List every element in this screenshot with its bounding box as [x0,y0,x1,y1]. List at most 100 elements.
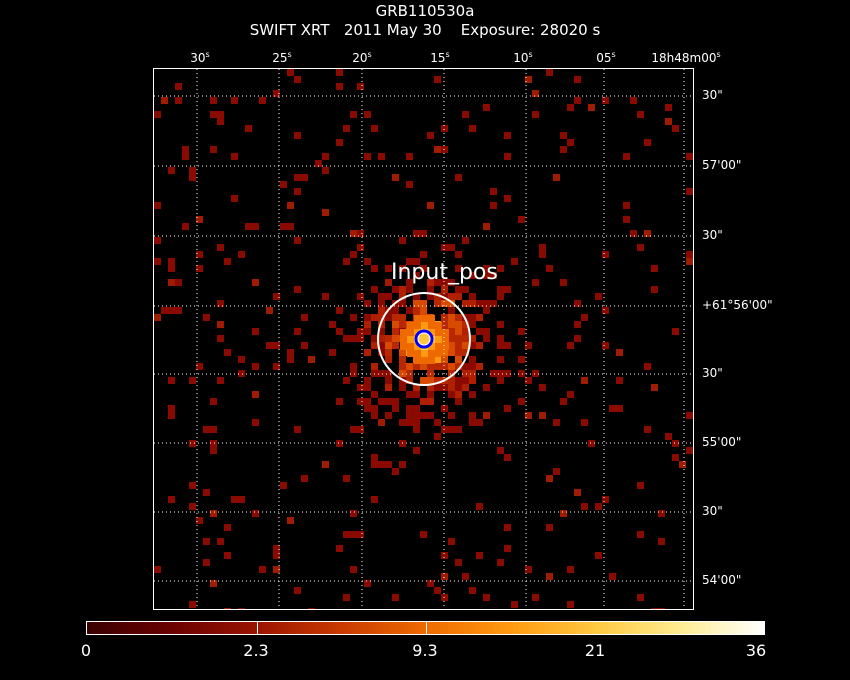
photon-pixel [441,279,448,286]
photon-pixel [287,517,294,524]
photon-pixel [259,97,266,104]
photon-pixel [168,405,175,412]
photon-pixel [378,328,385,335]
photon-pixel [637,244,644,251]
photon-pixel [287,356,294,363]
photon-pixel [448,335,455,342]
photon-pixel [371,335,378,342]
photon-pixel [455,328,462,335]
photon-pixel [378,461,385,468]
photon-pixel [413,391,420,398]
photon-pixel [406,181,413,188]
photon-pixel [378,370,385,377]
photon-pixel [665,433,672,440]
photon-pixel [322,209,329,216]
photon-pixel [504,524,511,531]
photon-pixel [364,321,371,328]
photon-pixel [210,447,217,454]
photon-pixel [371,391,378,398]
photon-pixel [455,321,462,328]
photon-pixel [448,342,455,349]
photon-pixel [421,336,428,343]
photon-pixel [154,237,161,244]
photon-pixel [168,496,175,503]
photon-pixel [441,349,448,356]
photon-pixel [343,258,350,265]
source-label: Input_pos [391,260,498,285]
photon-pixel [497,559,504,566]
photon-pixel [294,76,301,83]
photon-pixel [651,265,658,272]
photon-pixel [616,349,623,356]
photon-pixel [455,174,462,181]
image-subtitle: SWIFT XRT 2011 May 30 Exposure: 28020 s [249,21,601,39]
photon-pixel [518,398,525,405]
photon-pixel [448,370,455,377]
photon-pixel [469,370,476,377]
photon-pixel [399,286,406,293]
photon-pixel [434,356,441,363]
photon-pixel [609,405,616,412]
photon-pixel [413,426,420,433]
photon-pixel [252,363,259,370]
ra-tick-label: 15s [430,50,450,65]
photon-pixel [217,111,224,118]
photon-pixel [414,343,421,350]
photon-pixel [259,566,266,573]
photon-pixel [469,300,476,307]
photon-pixel [602,251,609,258]
photon-pixel [378,293,385,300]
photon-pixel [462,328,469,335]
photon-pixel [371,342,378,349]
photon-pixel [434,146,441,153]
photon-pixel [427,202,434,209]
image-title: GRB110530a [375,2,475,20]
photon-pixel [399,349,406,356]
photon-pixel [658,608,665,609]
photon-pixel [399,300,406,307]
photon-pixel [455,363,462,370]
photon-pixel [539,244,546,251]
photon-pixel [392,307,399,314]
photon-pixel [266,342,273,349]
photon-pixel [189,167,196,174]
photon-pixel [434,377,441,384]
photon-pixel [595,552,602,559]
photon-pixel [546,524,553,531]
photon-pixel [455,265,462,272]
photon-pixel [448,363,455,370]
photon-pixel [266,307,273,314]
photon-pixel [203,426,210,433]
photon-pixel [189,503,196,510]
photon-pixel [504,286,511,293]
photon-pixel [644,139,651,146]
colorbar [86,621,765,635]
photon-pixel [301,174,308,181]
photon-pixel [175,83,182,90]
photon-pixel [385,377,392,384]
photon-pixel [462,300,469,307]
photon-pixel [476,363,483,370]
photon-pixel [224,524,231,531]
photon-pixel [637,111,644,118]
photon-pixel [686,447,693,454]
photon-pixel [406,391,413,398]
photon-pixel [455,384,462,391]
photon-pixel [462,349,469,356]
photon-pixel [448,349,455,356]
photon-pixel [399,293,406,300]
photon-pixel [294,286,301,293]
photon-pixel [217,118,224,125]
photon-pixel [168,412,175,419]
photon-pixel [392,314,399,321]
photon-pixel [469,587,476,594]
photon-pixel [364,111,371,118]
photon-pixel [469,314,476,321]
photon-pixel [469,356,476,363]
colorbar-label: 2.3 [243,641,269,660]
photon-pixel [196,265,203,272]
photon-pixel [637,594,644,601]
photon-pixel [455,426,462,433]
photon-pixel [504,405,511,412]
photon-pixel [203,538,210,545]
